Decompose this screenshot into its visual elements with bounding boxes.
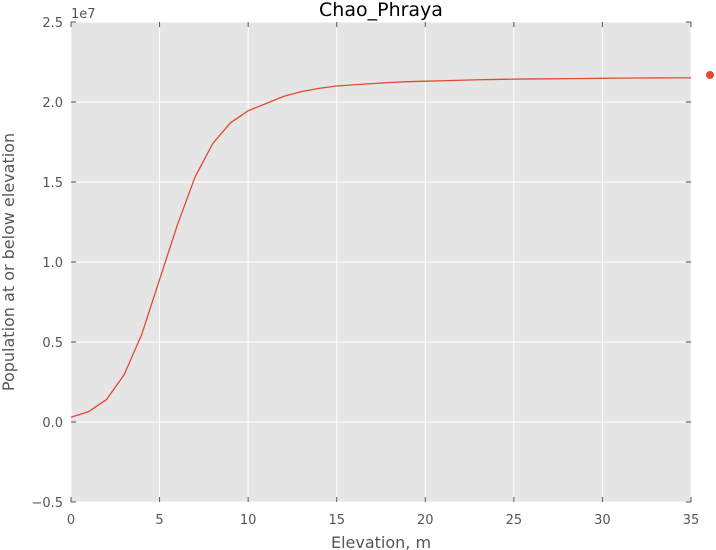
y-tick-label: 2.0 (42, 96, 63, 111)
y-tick-label: 1.0 (42, 256, 63, 271)
series (70, 77, 691, 418)
y-tick-label: 1.5 (42, 176, 63, 191)
chart-title: Chao_Phraya (319, 0, 443, 21)
x-axis-label: Elevation, m (331, 533, 431, 550)
series-line (70, 77, 691, 418)
y-tick-label: −0.5 (31, 496, 63, 511)
y-tick-label: 2.5 (42, 16, 63, 31)
ticks (70, 21, 692, 503)
x-tick-label: 20 (417, 513, 434, 528)
x-tick-label: 30 (594, 513, 611, 528)
tick-labels: 0 5 10 15 20 25 30 35 −0.5 0.0 0.5 1.0 1.5 2.0 2.5 (31, 16, 699, 528)
y-offset-label: 1e7 (71, 7, 96, 22)
outlier-marker (706, 71, 714, 79)
x-tick-label: 35 (683, 513, 700, 528)
x-tick-label: 0 (67, 513, 75, 528)
x-tick-label: 15 (328, 513, 345, 528)
y-tick-label: 0.0 (42, 416, 63, 431)
x-tick-label: 10 (240, 513, 257, 528)
y-tick-label: 0.5 (42, 336, 63, 351)
x-tick-label: 25 (506, 513, 523, 528)
x-tick-label: 5 (155, 513, 163, 528)
y-axis-label: Population at or below elevation (0, 133, 18, 391)
